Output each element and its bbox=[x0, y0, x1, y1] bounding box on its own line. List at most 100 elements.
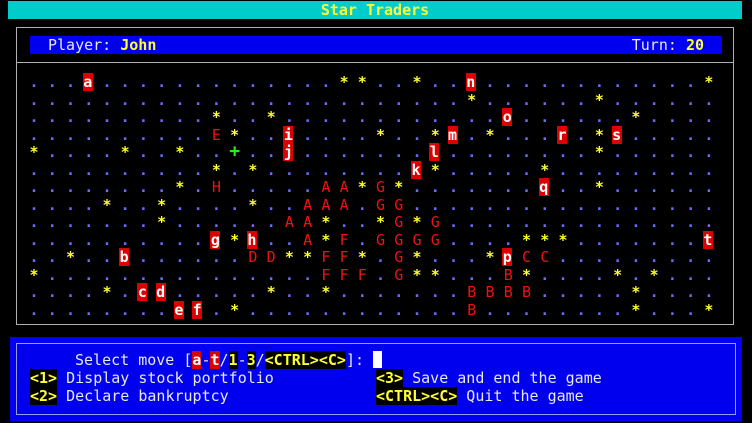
empty-space: . bbox=[230, 178, 240, 196]
empty-space: . bbox=[430, 195, 440, 214]
empty-space: . bbox=[138, 73, 148, 91]
option-label: Display stock portfolio bbox=[57, 369, 274, 387]
move-option-e[interactable]: e bbox=[173, 300, 184, 319]
empty-space: . bbox=[102, 265, 112, 284]
empty-space: . bbox=[47, 283, 57, 301]
option-declare-bankruptcy[interactable]: <2> Declare bankruptcy bbox=[30, 387, 229, 405]
company-G: G bbox=[394, 195, 404, 214]
empty-space: . bbox=[558, 265, 568, 284]
star-icon: * bbox=[412, 248, 422, 266]
empty-space: . bbox=[357, 283, 367, 301]
option-save-and-end[interactable]: <3> Save and end the game bbox=[376, 369, 602, 387]
empty-space: . bbox=[102, 300, 112, 319]
move-option-d[interactable]: d bbox=[155, 283, 166, 301]
move-option-q[interactable]: q bbox=[538, 178, 549, 196]
move-option-h[interactable]: h bbox=[246, 230, 257, 249]
company-G: G bbox=[376, 230, 386, 249]
empty-space: . bbox=[211, 73, 221, 91]
empty-space: . bbox=[485, 195, 495, 214]
move-option-c[interactable]: c bbox=[137, 283, 148, 301]
move-option-a[interactable]: a bbox=[82, 73, 93, 91]
empty-space: . bbox=[558, 90, 568, 109]
move-option-r[interactable]: r bbox=[556, 125, 567, 144]
move-option-s[interactable]: s bbox=[611, 125, 622, 144]
empty-space: . bbox=[430, 178, 440, 196]
empty-space: . bbox=[120, 90, 130, 109]
empty-space: . bbox=[138, 195, 148, 214]
star-icon: * bbox=[594, 143, 604, 161]
move-option-j[interactable]: j bbox=[283, 143, 294, 161]
empty-space: . bbox=[138, 108, 148, 126]
move-option-f[interactable]: f bbox=[192, 300, 203, 319]
empty-space: . bbox=[467, 213, 477, 231]
empty-space: . bbox=[558, 213, 568, 231]
empty-space: . bbox=[467, 195, 477, 214]
empty-space: . bbox=[631, 160, 641, 179]
empty-space: . bbox=[47, 178, 57, 196]
empty-space: . bbox=[613, 90, 623, 109]
empty-space: . bbox=[394, 143, 404, 161]
star-icon: * bbox=[521, 230, 531, 249]
empty-space: . bbox=[230, 213, 240, 231]
empty-space: . bbox=[157, 178, 167, 196]
move-option-l[interactable]: l bbox=[429, 143, 440, 161]
empty-space: . bbox=[613, 178, 623, 196]
empty-space: . bbox=[467, 178, 477, 196]
empty-space: . bbox=[576, 90, 586, 109]
empty-space: . bbox=[157, 73, 167, 91]
empty-space: . bbox=[266, 213, 276, 231]
company-G: G bbox=[430, 213, 440, 231]
empty-space: . bbox=[29, 300, 39, 319]
star-icon: * bbox=[357, 248, 367, 266]
empty-space: . bbox=[248, 283, 258, 301]
move-option-n[interactable]: n bbox=[465, 73, 476, 91]
option-range-end: 3 bbox=[246, 351, 256, 369]
move-option-t[interactable]: t bbox=[702, 230, 713, 249]
empty-space: . bbox=[686, 178, 696, 196]
empty-space: . bbox=[449, 195, 459, 214]
option-quit[interactable]: <CTRL><C> Quit the game bbox=[376, 387, 584, 405]
empty-space: . bbox=[503, 195, 513, 214]
move-option-o[interactable]: o bbox=[502, 108, 513, 126]
option-key: <2> bbox=[30, 387, 58, 405]
empty-space: . bbox=[157, 125, 167, 144]
option-display-portfolio[interactable]: <1> Display stock portfolio bbox=[30, 369, 274, 387]
move-option-k[interactable]: k bbox=[411, 160, 422, 179]
empty-space: . bbox=[540, 300, 550, 319]
move-option-p[interactable]: p bbox=[502, 248, 513, 266]
star-icon: * bbox=[230, 125, 240, 144]
star-icon: * bbox=[631, 108, 641, 126]
move-option-b[interactable]: b bbox=[119, 248, 130, 266]
company-C: C bbox=[521, 248, 531, 266]
empty-space: . bbox=[594, 283, 604, 301]
company-A: A bbox=[339, 178, 349, 196]
empty-space: . bbox=[667, 283, 677, 301]
empty-space: . bbox=[84, 248, 94, 266]
empty-space: . bbox=[65, 283, 75, 301]
empty-space: . bbox=[613, 300, 623, 319]
move-option-i[interactable]: i bbox=[283, 125, 294, 144]
empty-space: . bbox=[321, 125, 331, 144]
empty-space: . bbox=[47, 213, 57, 231]
empty-space: . bbox=[558, 195, 568, 214]
empty-space: . bbox=[339, 300, 349, 319]
star-icon: * bbox=[284, 248, 294, 266]
input-cursor[interactable] bbox=[373, 351, 383, 368]
empty-space: . bbox=[521, 90, 531, 109]
empty-space: . bbox=[248, 90, 258, 109]
company-G: G bbox=[394, 213, 404, 231]
empty-space: . bbox=[631, 195, 641, 214]
command-panel: Select move [a-t/1-3/<CTRL><C>]: <1> Dis… bbox=[10, 337, 742, 421]
empty-space: . bbox=[120, 300, 130, 319]
move-option-m[interactable]: m bbox=[447, 125, 458, 144]
star-icon: * bbox=[412, 265, 422, 284]
empty-space: . bbox=[211, 213, 221, 231]
move-option-g[interactable]: g bbox=[210, 230, 221, 249]
empty-space: . bbox=[284, 300, 294, 319]
empty-space: . bbox=[29, 160, 39, 179]
company-A: A bbox=[284, 213, 294, 231]
company-G: G bbox=[430, 230, 440, 249]
empty-space: . bbox=[321, 300, 331, 319]
empty-space: . bbox=[102, 143, 112, 161]
empty-space: . bbox=[485, 160, 495, 179]
